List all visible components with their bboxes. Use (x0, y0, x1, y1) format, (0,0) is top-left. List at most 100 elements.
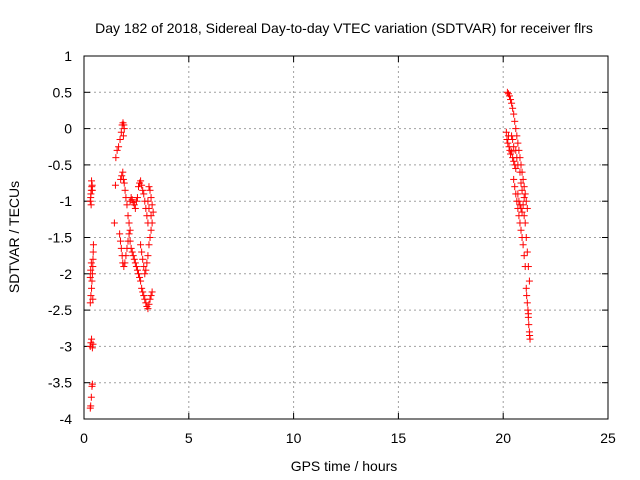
data-point (508, 148, 516, 156)
y-tick-label: -1 (60, 193, 73, 209)
data-point (89, 263, 97, 271)
data-point (525, 321, 533, 329)
y-tick-label: -1.5 (48, 230, 72, 246)
data-point (89, 248, 97, 256)
data-point (511, 183, 519, 191)
data-point (126, 226, 134, 234)
data-point (147, 292, 155, 300)
data-point (523, 204, 531, 212)
data-point (142, 299, 150, 307)
data-point (512, 125, 520, 133)
data-point (120, 263, 128, 271)
data-point (131, 204, 139, 212)
data-point (87, 201, 95, 209)
data-point (521, 190, 529, 198)
data-point (508, 132, 516, 140)
data-point (131, 259, 139, 267)
data-point (145, 241, 153, 249)
data-point (137, 177, 145, 185)
data-point (138, 181, 146, 189)
data-point (130, 255, 138, 263)
y-tick-label: -3.5 (48, 375, 72, 391)
x-tick-label: 15 (391, 430, 407, 446)
data-point (132, 263, 140, 271)
data-point (523, 292, 531, 300)
data-point (145, 204, 153, 212)
data-point (144, 252, 152, 260)
data-point (129, 252, 137, 260)
data-point (526, 332, 534, 340)
data-point (122, 252, 130, 260)
data-point (509, 135, 517, 143)
data-point (116, 230, 124, 238)
data-point (130, 201, 138, 209)
data-point (89, 255, 97, 263)
data-point (125, 230, 133, 238)
data-point (145, 183, 153, 191)
data-point (518, 186, 526, 194)
data-point (111, 181, 119, 189)
data-point (521, 219, 529, 227)
data-point (524, 263, 532, 271)
data-point (522, 284, 530, 292)
y-tick-label: 1 (64, 48, 72, 64)
data-point (502, 128, 510, 136)
data-point (88, 277, 96, 285)
data-point (509, 104, 517, 112)
data-point (514, 161, 522, 169)
data-point (134, 270, 142, 278)
data-point (121, 259, 129, 267)
data-point (513, 154, 521, 162)
data-point (117, 128, 125, 136)
data-point (123, 201, 131, 209)
data-point (519, 241, 527, 249)
data-point (139, 255, 147, 263)
data-point (87, 402, 95, 410)
data-point (516, 168, 524, 176)
data-point (505, 92, 513, 100)
data-point (522, 197, 530, 205)
y-axis-label: SDTVAR / TECUs (6, 181, 22, 293)
x-tick-label: 20 (495, 430, 511, 446)
y-tick-label: -2 (60, 266, 73, 282)
data-point (146, 234, 154, 241)
data-point (517, 226, 525, 234)
data-point (88, 380, 96, 388)
data-point (88, 186, 96, 194)
data-point (88, 284, 96, 292)
data-point (510, 143, 518, 151)
data-point (506, 146, 514, 154)
data-point (517, 204, 525, 212)
data-point (88, 177, 96, 185)
data-point (88, 335, 96, 343)
data-point (510, 157, 518, 165)
data-point (519, 201, 527, 209)
data-point (138, 284, 146, 292)
y-tick-label: -3 (60, 338, 73, 354)
y-tick-label: 0.5 (53, 84, 73, 100)
data-point (504, 139, 512, 147)
data-point (512, 165, 520, 173)
x-tick-label: 10 (286, 430, 302, 446)
data-point (143, 259, 151, 267)
data-point (139, 186, 147, 194)
data-point (136, 273, 144, 281)
data-point (112, 154, 120, 162)
data-point (142, 266, 150, 274)
data-point (124, 212, 132, 220)
data-point (148, 288, 156, 296)
data-point (86, 273, 94, 281)
data-point (87, 259, 95, 267)
data-point (121, 186, 129, 194)
data-point (523, 299, 531, 307)
x-tick-label: 5 (185, 430, 193, 446)
data-point (520, 194, 528, 202)
data-point (118, 172, 126, 180)
data-point (148, 201, 156, 209)
data-point (126, 237, 134, 245)
data-point (125, 219, 133, 227)
data-point (89, 241, 97, 249)
data-point (520, 212, 528, 220)
data-point (520, 252, 528, 260)
data-point (119, 175, 127, 183)
